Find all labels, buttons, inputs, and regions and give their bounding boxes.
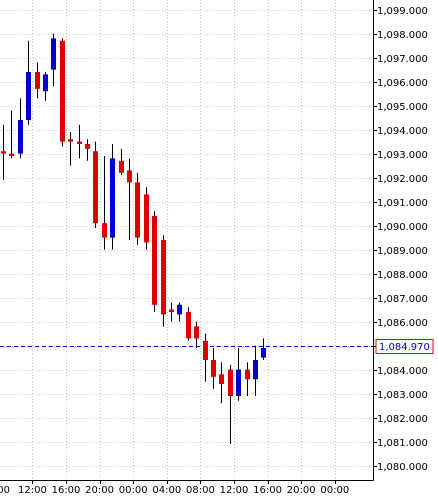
y-tick-label: 1,095.000 — [377, 102, 428, 113]
x-tick-label: 12:00 — [18, 485, 47, 496]
y-tick-label: 1,084.000 — [377, 366, 428, 377]
y-tick-label: 1,089.000 — [377, 246, 428, 257]
x-tick-label: 20:00 — [287, 485, 316, 496]
candle-body-up — [253, 360, 258, 380]
x-tick-label: 16:00 — [253, 485, 282, 496]
y-tick-label: 1,096.000 — [377, 78, 428, 89]
candle-body-down — [9, 153, 14, 156]
candle-body-down — [152, 216, 157, 305]
y-tick-label: 1,086.000 — [377, 318, 428, 329]
x-tick-label: 08:00 — [186, 485, 215, 496]
current-price-marker: 1,084.970 — [375, 339, 434, 354]
y-tick-label: 1,091.000 — [377, 198, 428, 209]
axes — [0, 0, 374, 481]
candle-body-up — [43, 74, 48, 92]
candle-body-down — [219, 374, 224, 384]
grid — [0, 0, 373, 480]
candle-body-down — [102, 223, 107, 238]
candle-body-down — [211, 360, 216, 377]
candle-body-down — [60, 40, 65, 142]
y-tick-label: 1,082.000 — [377, 414, 428, 425]
y-tick-label: 1,098.000 — [377, 30, 428, 41]
candle-body-down — [228, 369, 233, 396]
candle-body-up — [26, 72, 31, 120]
candle-body-up — [236, 369, 241, 396]
y-tick-label: 1,088.000 — [377, 270, 428, 281]
x-tick-label: 12:00 — [220, 485, 249, 496]
candle-body-down — [194, 326, 199, 339]
x-tick-label: 04:00 — [152, 485, 181, 496]
y-tick-label: 1,099.000 — [377, 6, 428, 17]
candle-body-down — [127, 170, 132, 183]
candle-body-down — [203, 340, 208, 360]
candle-body-down — [144, 194, 149, 243]
candle-body-down — [93, 151, 98, 224]
candle-body-up — [110, 158, 115, 238]
candles — [1, 33, 266, 444]
candle-body-down — [35, 72, 40, 89]
candle-body-down — [119, 160, 124, 173]
candle-body-down — [245, 369, 250, 380]
candle-body-down — [1, 151, 6, 154]
y-tick-label: 1,090.000 — [377, 222, 428, 233]
current-price-box — [375, 339, 434, 354]
candle-body-down — [68, 139, 73, 142]
y-tick-label: 1,092.000 — [377, 174, 428, 185]
y-tick-label: 1,087.000 — [377, 294, 428, 305]
x-tick-label: 20:00 — [85, 485, 114, 496]
y-tick-label: 1,093.000 — [377, 150, 428, 161]
x-tick-label: 16:00 — [52, 485, 81, 496]
x-tick-label: 00:00 — [320, 485, 349, 496]
candle-body-up — [51, 38, 56, 70]
candle-body-down — [169, 309, 174, 312]
y-tick-label: 1,080.000 — [377, 462, 428, 473]
candle-body-up — [261, 348, 266, 358]
candle-body-down — [186, 312, 191, 339]
current-price-label: 1,084.970 — [379, 342, 430, 353]
candle-body-down — [85, 144, 90, 149]
candle-body-up — [177, 304, 182, 315]
y-tick-label: 1,094.000 — [377, 126, 428, 137]
x-tick-label: 00:00 — [119, 485, 148, 496]
x-tick-label: 2:00 — [0, 485, 10, 496]
candle-body-down — [161, 240, 166, 315]
x-axis-ticks: 2:00 12:00 16:00 20:00 00:00 04:00 08:00 12:00 1… — [0, 480, 349, 496]
y-tick-label: 1,097.000 — [377, 54, 428, 65]
candle-body-up — [18, 120, 23, 154]
y-axis-ticks: 1,080.000 1,081.000 1,082.000 1,083.000 1,08… — [373, 6, 428, 473]
y-tick-label: 1,083.000 — [377, 390, 428, 401]
y-tick-label: 1,081.000 — [377, 438, 428, 449]
candle-body-down — [135, 182, 140, 238]
candle-body-down — [77, 141, 82, 144]
